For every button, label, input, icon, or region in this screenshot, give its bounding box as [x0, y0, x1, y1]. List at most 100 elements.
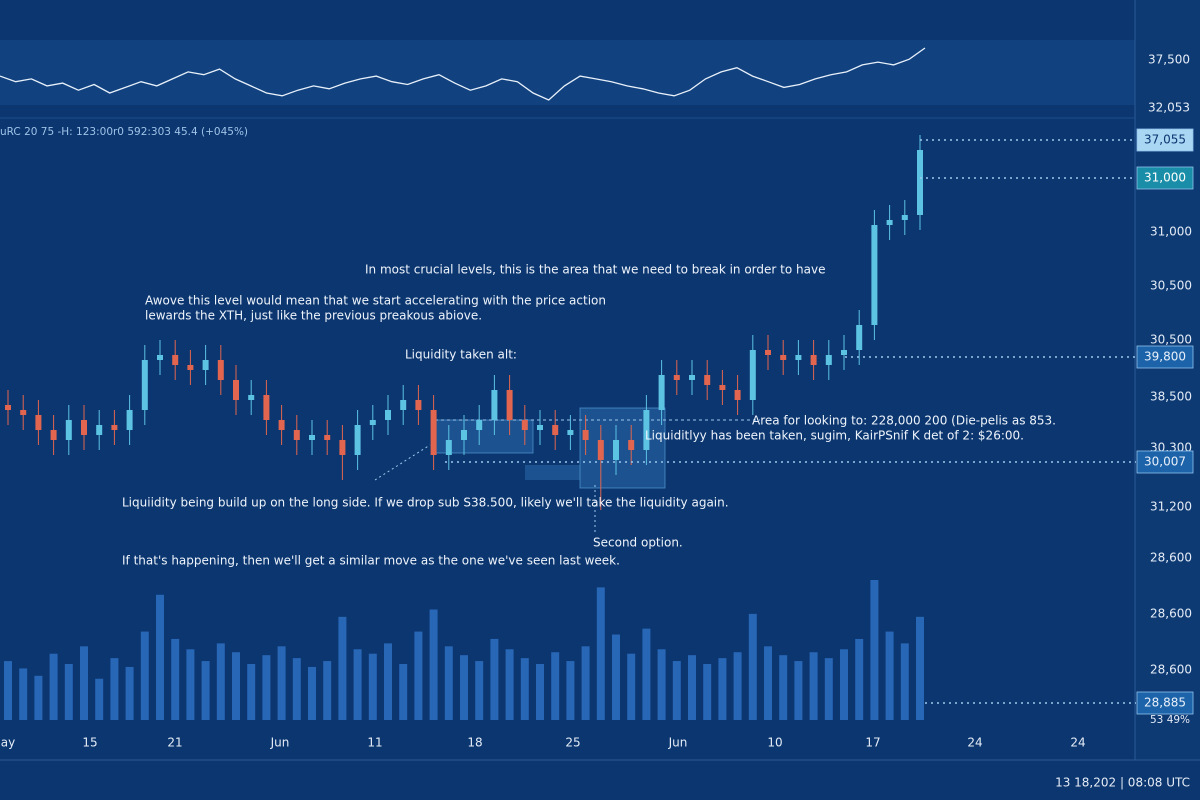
candle-body — [901, 215, 908, 220]
volume-bar — [156, 594, 164, 720]
candle-body — [400, 400, 407, 410]
volume-bar — [49, 653, 58, 720]
candle-body — [354, 425, 361, 455]
candle-body — [749, 350, 756, 400]
candle-body — [810, 355, 817, 365]
oscillator-line — [0, 47, 926, 101]
candle-body — [81, 420, 87, 435]
volume-bar — [596, 587, 605, 720]
volume-bar — [688, 655, 696, 720]
candle-body — [582, 430, 589, 440]
volume-bar — [809, 652, 818, 720]
price-axis-label: 28,600 — [1150, 551, 1192, 565]
annotation: Liquiditlyy has been taken, sugim, KairP… — [645, 429, 1024, 443]
oscillator-axis-label: 37,500 — [1148, 53, 1190, 67]
volume-bar — [232, 652, 240, 720]
candle-body — [369, 420, 376, 425]
time-axis-label: 15 — [82, 736, 97, 750]
volume-bar — [779, 655, 788, 720]
volume-bar — [612, 634, 620, 720]
price-tag — [1136, 166, 1194, 190]
volume-bar — [64, 664, 73, 720]
volume-bar — [125, 666, 134, 720]
price-axis-label: 30,500 — [1150, 279, 1192, 293]
candle-body — [780, 355, 787, 360]
volume-bar — [429, 609, 438, 720]
time-axis-label: 24 — [967, 736, 982, 750]
time-axis-label: 17 — [865, 736, 880, 750]
volume-bar — [794, 661, 803, 720]
price-tag-label: 39,800 — [1144, 350, 1186, 364]
oscillator-axis-label: 32,053 — [1148, 101, 1190, 115]
time-axis-label: Jun — [270, 736, 290, 750]
volume-bar — [444, 646, 453, 720]
candle-body — [917, 150, 923, 215]
candle-body — [324, 435, 331, 440]
volume-bar — [718, 658, 727, 720]
candle-body — [430, 410, 437, 455]
candle-body — [96, 425, 103, 435]
candle-body — [825, 355, 832, 365]
volume-bar — [323, 661, 332, 720]
candle-body — [187, 365, 194, 370]
time-axis-label: ay — [1, 736, 15, 750]
volume-bar — [247, 664, 256, 720]
price-axis-label: 30,500 — [1150, 333, 1192, 347]
annotation: Awove this level would mean that we star… — [145, 294, 606, 308]
candle-body — [126, 410, 133, 430]
annotation: In most crucial levels, this is the area… — [365, 263, 825, 277]
candle-body — [506, 390, 513, 420]
candle-body — [445, 440, 452, 455]
time-axis-label: 10 — [767, 736, 782, 750]
volume-bar — [460, 655, 468, 720]
volume-bar — [916, 616, 924, 720]
candle-body — [871, 225, 878, 325]
price-tag-label: 28,885 — [1144, 696, 1186, 710]
candle-body — [567, 430, 574, 435]
time-axis-label: 18 — [467, 736, 482, 750]
volume-bar — [566, 661, 575, 720]
volume-bar — [475, 661, 484, 720]
volume-bar — [34, 675, 43, 720]
volume-bar — [80, 646, 88, 720]
legend: uRC 20 75 -H: 123:00r0 592:303 45.4 (+04… — [0, 126, 248, 138]
volume-bar — [855, 638, 864, 720]
price-axis-label: 31,000 — [1150, 225, 1192, 239]
candle-body — [856, 325, 863, 350]
candle-body — [476, 420, 483, 430]
volume-bar — [216, 643, 225, 720]
candle-body — [841, 350, 847, 355]
volume-bar — [824, 658, 833, 720]
chart-layer: 37,50032,05331,00030,50030,50038,50030,3… — [0, 47, 1194, 750]
price-axis-label: 38,500 — [1150, 390, 1192, 404]
volume-bar — [399, 664, 408, 720]
price-tag — [1136, 691, 1194, 715]
candle-body — [157, 355, 163, 360]
candle-body — [795, 355, 802, 360]
candle-body — [5, 405, 11, 410]
candle-body — [658, 375, 665, 410]
annotation: lewards the XTH, just like the previous … — [145, 309, 482, 323]
price-tag — [1136, 450, 1194, 474]
volume-bar — [840, 649, 848, 720]
candle-body — [552, 425, 559, 435]
volume-bar — [657, 649, 666, 720]
volume-bar — [733, 652, 742, 720]
volume-bar — [353, 649, 362, 720]
volume-bar — [171, 638, 180, 720]
candle-body — [20, 410, 27, 415]
candle-body — [50, 430, 57, 440]
price-axis-label: 31,200 — [1150, 500, 1192, 514]
candle-body — [613, 440, 619, 460]
price-tag — [1136, 128, 1194, 152]
volume-bar — [490, 638, 499, 720]
price-tag-label: 31,000 — [1144, 171, 1186, 185]
volume-bar — [505, 649, 514, 720]
candle-body — [886, 220, 893, 225]
price-tag-label: 30,007 — [1144, 455, 1186, 469]
candle-body — [415, 400, 422, 410]
volume-bar — [900, 643, 909, 720]
price-axis-label: 28,600 — [1150, 607, 1192, 621]
volume-bar — [262, 655, 271, 720]
